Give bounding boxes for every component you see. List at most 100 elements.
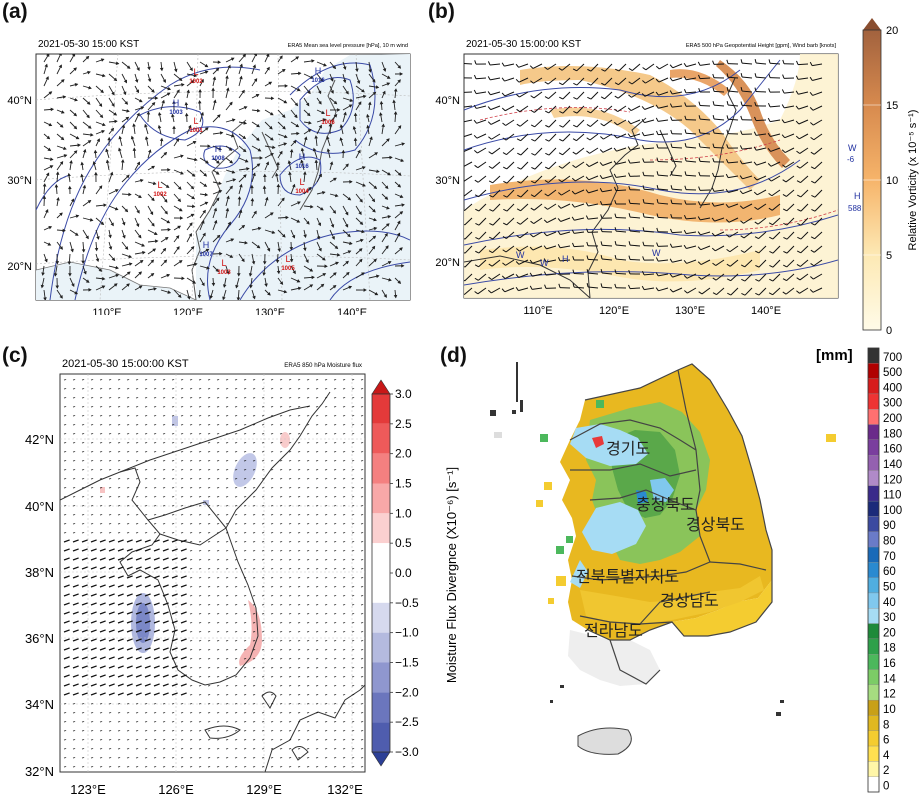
wind-barb	[547, 63, 557, 70]
wind-arrow-head	[238, 209, 243, 214]
wind-arrow-head	[371, 245, 376, 250]
rain-colorbar-segment	[867, 715, 880, 731]
wind-barb-flag	[641, 131, 645, 136]
flux-vector	[90, 566, 97, 570]
wind-barb-flag	[642, 241, 645, 246]
flux-vector	[171, 611, 178, 615]
wind-arrow-head	[361, 88, 365, 93]
wind-barb-flag	[460, 179, 463, 181]
wind-arrow-head	[94, 247, 99, 252]
wind-arrow-head	[146, 111, 151, 115]
flux-vector	[162, 638, 169, 642]
wind-barb	[477, 147, 487, 154]
wind-barb	[672, 91, 683, 95]
wind-arrow-head	[212, 76, 217, 81]
wind-barb-flag	[642, 213, 645, 218]
wind-barb-flag	[628, 255, 631, 260]
wind-barb-flag	[670, 185, 673, 190]
colorbar-segment	[372, 722, 390, 752]
wind-arrow-head	[180, 171, 184, 175]
wind-barb	[744, 245, 753, 253]
rain-colorbar-segment	[867, 409, 880, 425]
flux-vector	[144, 566, 151, 570]
wind-barb	[573, 286, 585, 289]
flux-vector	[180, 656, 187, 660]
flux-vector	[72, 692, 79, 696]
rain-colorbar-tick: 6	[883, 735, 889, 747]
wind-arrow-head	[111, 257, 116, 262]
wind-barb-flag	[754, 58, 757, 64]
wind-barb	[687, 287, 697, 294]
wind-barb-flag	[557, 257, 561, 262]
flux-vector	[135, 593, 142, 597]
pressure-center-value: 1006	[321, 120, 335, 126]
wind-barb-flag	[697, 261, 702, 265]
pressure-center-value: 1001	[189, 128, 203, 134]
wind-arrow-head	[386, 138, 390, 142]
flux-vector	[90, 611, 97, 615]
wind-barb-flag	[557, 243, 561, 248]
flux-vector	[108, 683, 115, 687]
wind-arrow-head	[321, 190, 326, 195]
wind-arrow-head	[283, 134, 288, 139]
wind-barb	[576, 119, 585, 128]
wind-arrow-head	[243, 174, 247, 178]
wind-arrow-head	[329, 161, 334, 165]
wind-arrow-head	[115, 61, 120, 66]
wind-arrow-head	[60, 136, 65, 141]
wind-barb-flag	[656, 213, 659, 218]
wind-arrow-head	[262, 272, 266, 276]
wind-arrow-head	[279, 150, 283, 155]
wind-barb	[786, 245, 795, 254]
wind-arrow-head	[347, 196, 352, 201]
wind-arrow-head	[231, 118, 236, 122]
wind-arrow-head	[270, 153, 274, 157]
wind-arrow-head	[159, 137, 164, 142]
wind-barb-flag	[782, 278, 787, 282]
wind-arrow-head	[87, 140, 92, 144]
flux-vector	[108, 593, 115, 597]
wind-barb-flag	[670, 129, 673, 134]
wind-barb	[548, 161, 557, 170]
rain-colorbar-tick: 120	[883, 474, 902, 486]
wind-arrow-head	[101, 130, 105, 134]
wind-arrow-head	[136, 67, 140, 72]
wind-arrow-head	[215, 171, 220, 175]
wind-barb	[562, 77, 571, 86]
wind-arrow-head	[276, 183, 281, 188]
flux-vector	[144, 548, 151, 552]
pressure-center-letter: L	[193, 67, 198, 77]
wind-barb	[576, 91, 585, 100]
rain-colorbar-segment	[867, 455, 880, 471]
wind-barb-flag	[558, 165, 563, 169]
flux-vector	[117, 557, 124, 561]
flux-vector	[63, 584, 70, 588]
flux-vector	[144, 584, 151, 588]
wind-barb	[464, 189, 473, 197]
wind-barb	[685, 160, 697, 163]
panel-b-lat-30: 30°N	[435, 175, 460, 187]
rain-colorbar-segment	[867, 470, 880, 486]
wind-arrow-head	[215, 197, 220, 202]
wind-barb	[812, 105, 823, 111]
wind-arrow-head	[321, 110, 325, 115]
wind-arrow-head	[46, 54, 50, 57]
wind-barb-flag	[585, 215, 589, 220]
wind-barb-flag	[712, 262, 716, 266]
wind-barb-flag	[796, 290, 800, 294]
wind-barb-flag	[601, 82, 606, 86]
flux-vector	[99, 647, 106, 651]
colorbar-tick-label: 3.0	[395, 387, 412, 401]
wind-barb	[755, 76, 767, 79]
wind-barb-flag	[755, 250, 760, 254]
wind-barb-flag	[613, 134, 618, 139]
wind-barb	[492, 203, 501, 212]
colorbar-segment	[372, 513, 390, 544]
flux-vector	[171, 602, 178, 606]
flux-vector	[180, 566, 187, 570]
wind-barb	[520, 161, 529, 170]
wind-arrow-head	[194, 157, 198, 162]
wind-barb	[671, 160, 683, 163]
wind-barb	[741, 90, 753, 93]
wind-barb	[629, 287, 641, 290]
